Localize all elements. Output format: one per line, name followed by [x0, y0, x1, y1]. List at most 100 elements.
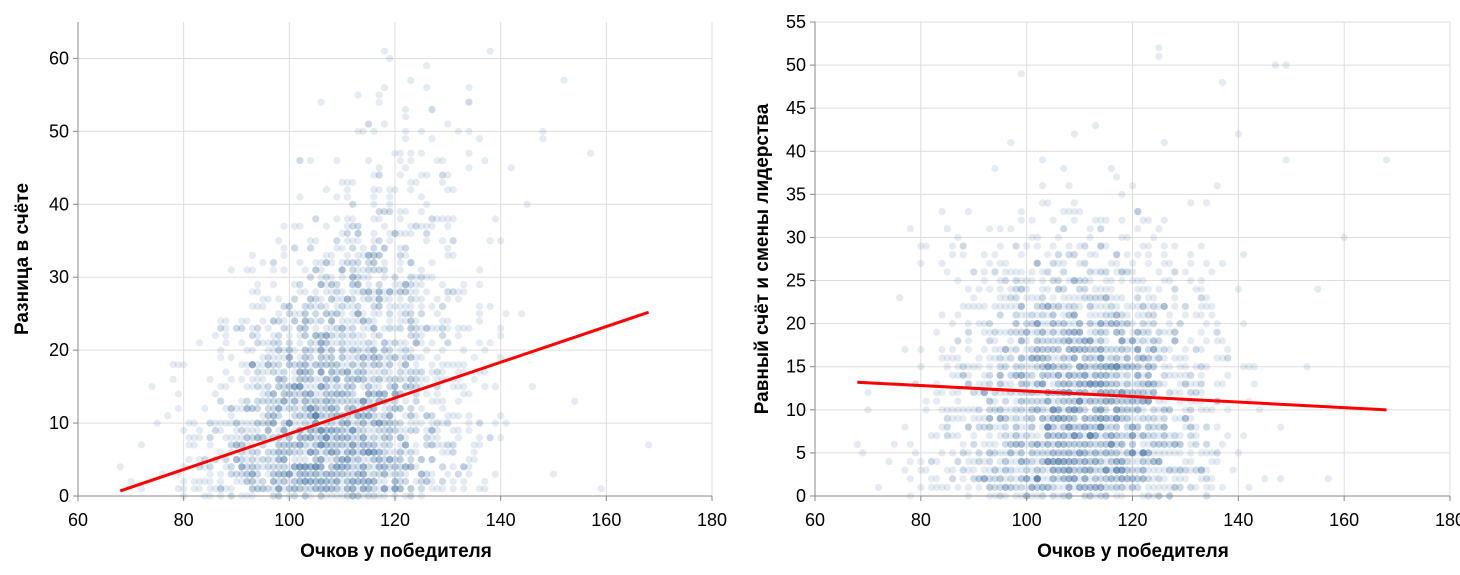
data-point: [1018, 337, 1025, 344]
data-point: [1198, 242, 1205, 249]
data-point: [1161, 277, 1168, 284]
data-point: [487, 339, 494, 346]
data-point: [502, 310, 509, 317]
data-point: [365, 259, 372, 266]
data-point: [1198, 329, 1205, 336]
data-point: [386, 361, 393, 368]
data-point: [317, 368, 324, 375]
data-point: [1023, 346, 1030, 353]
data-point: [196, 485, 203, 492]
chart-ties-and-lead-changes: 6080100120140160180051015202530354045505…: [752, 12, 1460, 562]
data-point: [381, 244, 388, 251]
data-point: [365, 398, 372, 405]
data-point: [1224, 372, 1231, 379]
data-point: [370, 317, 377, 324]
data-point: [391, 281, 398, 288]
data-point: [1203, 199, 1210, 206]
data-point: [645, 441, 652, 448]
data-point: [254, 376, 261, 383]
data-point: [254, 368, 261, 375]
data-point: [1155, 53, 1162, 60]
data-point: [938, 355, 945, 362]
data-point: [249, 449, 256, 456]
data-point: [1187, 277, 1194, 284]
data-point: [1187, 260, 1194, 267]
data-point: [938, 449, 945, 456]
data-point: [317, 99, 324, 106]
data-point: [423, 172, 430, 179]
data-point: [307, 449, 314, 456]
data-point: [439, 347, 446, 354]
data-point: [302, 368, 309, 375]
data-point: [1219, 260, 1226, 267]
data-point: [1134, 225, 1141, 232]
data-point: [1208, 311, 1215, 318]
data-point: [907, 458, 914, 465]
data-point: [859, 449, 866, 456]
data-point: [465, 427, 472, 434]
data-point: [986, 337, 993, 344]
data-point: [259, 456, 266, 463]
data-point: [460, 485, 467, 492]
data-point: [238, 463, 245, 470]
data-point: [402, 398, 409, 405]
data-point: [1182, 380, 1189, 387]
data-point: [397, 259, 404, 266]
data-point: [259, 478, 266, 485]
data-point: [381, 339, 388, 346]
data-point: [428, 398, 435, 405]
data-point: [1065, 467, 1072, 474]
data-point: [1092, 122, 1099, 129]
data-point: [312, 266, 319, 273]
data-point: [471, 376, 478, 383]
data-point: [954, 234, 961, 241]
data-point: [444, 223, 451, 230]
data-point: [1087, 277, 1094, 284]
data-point: [196, 339, 203, 346]
data-point: [476, 303, 483, 310]
data-point: [238, 427, 245, 434]
data-point: [986, 484, 993, 491]
data-point: [1012, 320, 1019, 327]
data-point: [1065, 303, 1072, 310]
data-point: [518, 310, 525, 317]
data-point: [1092, 311, 1099, 318]
data-point: [1134, 415, 1141, 422]
data-point: [450, 485, 457, 492]
data-point: [302, 310, 309, 317]
data-point: [465, 164, 472, 171]
data-point: [450, 361, 457, 368]
data-point: [1251, 380, 1258, 387]
data-point: [386, 317, 393, 324]
data-point: [912, 449, 919, 456]
data-point: [991, 251, 998, 258]
data-point: [344, 215, 351, 222]
data-point: [312, 434, 319, 441]
data-point: [1050, 475, 1057, 482]
data-point: [333, 361, 340, 368]
data-point: [407, 179, 414, 186]
data-point: [280, 244, 287, 251]
data-point: [444, 244, 451, 251]
data-point: [254, 471, 261, 478]
data-point: [360, 376, 367, 383]
data-point: [312, 332, 319, 339]
data-point: [259, 317, 266, 324]
data-point: [1007, 355, 1014, 362]
data-point: [354, 368, 361, 375]
data-point: [1124, 380, 1131, 387]
data-point: [418, 310, 425, 317]
data-point: [391, 478, 398, 485]
data-point: [1060, 320, 1067, 327]
data-point: [1050, 260, 1057, 267]
data-point: [296, 441, 303, 448]
data-point: [175, 390, 182, 397]
data-point: [344, 193, 351, 200]
data-point: [354, 310, 361, 317]
data-point: [434, 354, 441, 361]
data-point: [275, 347, 282, 354]
data-point: [344, 303, 351, 310]
data-point: [975, 458, 982, 465]
data-point: [1129, 398, 1136, 405]
data-point: [418, 223, 425, 230]
